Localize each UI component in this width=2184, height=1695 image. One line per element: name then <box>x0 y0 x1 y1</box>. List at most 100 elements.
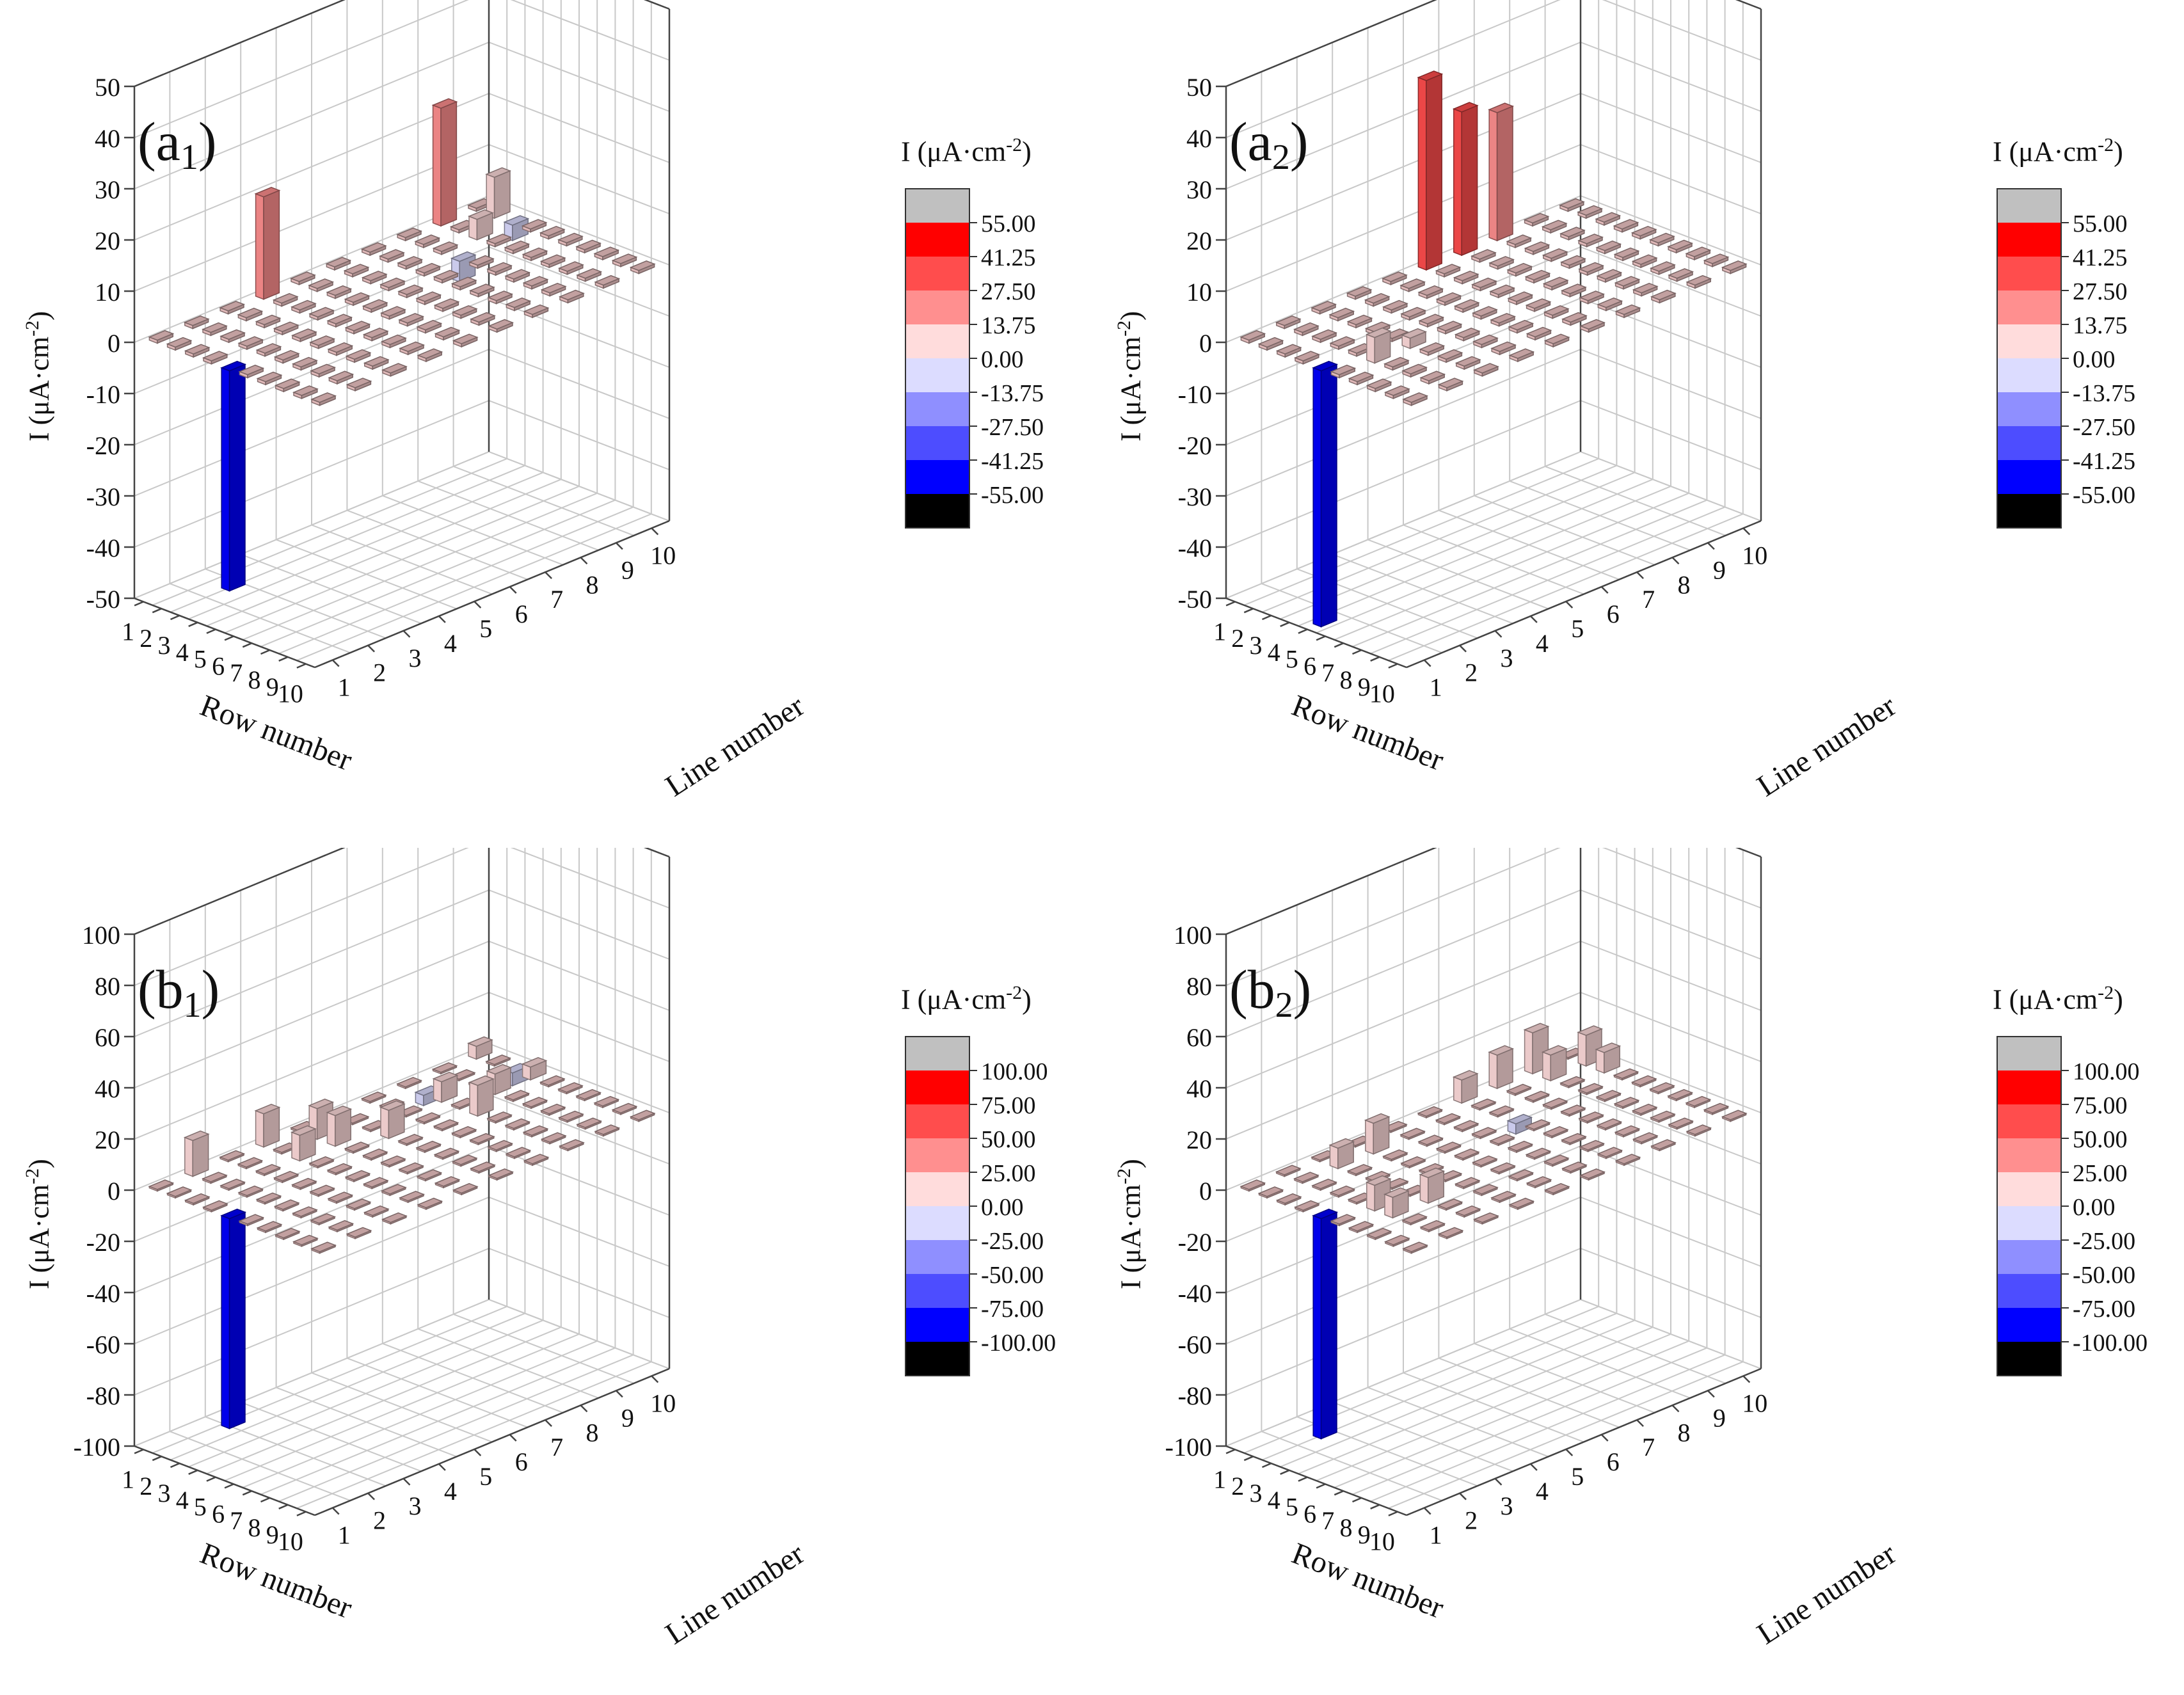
bar-r4-l4 <box>308 1156 335 1169</box>
bar-face <box>1597 297 1623 308</box>
bar-face <box>192 1133 209 1177</box>
bar-r7-l6 <box>433 298 460 312</box>
bar-r2-l4 <box>1364 292 1391 307</box>
bar-r5-l8 <box>468 1075 495 1117</box>
line-tick <box>403 1477 411 1486</box>
bar-face <box>1471 277 1497 289</box>
bar-face <box>1417 77 1427 271</box>
row-tick-label: 2 <box>1231 624 1244 653</box>
bar-face <box>611 253 638 264</box>
bar-face <box>1488 102 1515 113</box>
bar-r6-l1 <box>238 1214 265 1227</box>
bar-face <box>381 363 408 374</box>
bar-face <box>1382 299 1408 311</box>
bar-face <box>1293 1200 1320 1211</box>
bar-r1-l2 <box>183 1130 210 1177</box>
bar-r10-l1 <box>310 392 337 406</box>
bar-r4-l7 <box>415 262 442 277</box>
bar-face <box>1558 198 1585 209</box>
row-tick <box>1352 649 1362 655</box>
bar-face <box>273 1170 299 1182</box>
axis-line <box>134 0 346 88</box>
line-tick-label: 8 <box>1678 1418 1691 1447</box>
bar-face <box>452 333 479 345</box>
bar-r5-l5 <box>362 1148 388 1161</box>
bar-face <box>504 1090 530 1101</box>
grid-line <box>1580 1299 1762 1369</box>
colorbar-tick-label: 50.00 <box>981 1126 1036 1153</box>
bar-face <box>309 335 336 346</box>
bar-face <box>1685 246 1712 257</box>
bar-r7-l3 <box>327 342 354 356</box>
z-tick-label: 20 <box>1186 1126 1212 1154</box>
line-tick-label: 9 <box>621 555 634 584</box>
z-tick-label: 100 <box>82 921 120 950</box>
bar-face <box>629 1110 656 1120</box>
row-tick-label: 7 <box>1321 658 1334 687</box>
bar-r8-l4 <box>380 334 407 349</box>
bar-r3-l4 <box>1382 299 1408 314</box>
bar-face <box>485 1054 512 1065</box>
bar-face <box>1239 330 1266 341</box>
bar-face <box>1507 1140 1534 1152</box>
colorbar-swatch <box>1997 1274 2061 1308</box>
z-tick-label: 0 <box>1199 1177 1212 1206</box>
bar-face <box>504 269 531 280</box>
colorbar-tick-label: -50.00 <box>2073 1262 2135 1289</box>
bar-face <box>1577 1031 1587 1067</box>
z-title-text: I (μA·cm <box>1115 336 1147 442</box>
bar-r8-l5 <box>1508 319 1534 334</box>
bar-face <box>1631 254 1658 266</box>
bar-face <box>1419 1167 1446 1179</box>
bar-face <box>362 1148 388 1159</box>
panel-subscript: 1 <box>180 138 198 177</box>
row-tick-label: 8 <box>1340 665 1353 694</box>
bar-face <box>255 1164 282 1175</box>
bar-r4-l7 <box>415 1112 442 1125</box>
bar-face <box>523 1154 550 1165</box>
bar-face <box>273 1199 300 1210</box>
colorbar-tick-label: 25.00 <box>2073 1160 2128 1187</box>
bar-r4-l5 <box>1435 1142 1462 1154</box>
colorbar: 55.00 41.25 27.50 13.75 0.00 -13.75 -27.50 -41.… <box>1997 188 2135 529</box>
row-tick <box>260 1497 270 1503</box>
bar-r3-l1 <box>1275 344 1302 358</box>
bar-face <box>1417 1134 1444 1145</box>
line-tick <box>651 527 659 536</box>
line-tick <box>580 1405 588 1413</box>
bar-face <box>1275 315 1302 326</box>
bar-face <box>310 1241 337 1253</box>
colorbar-tick-label: -25.00 <box>981 1228 1044 1255</box>
bar-r10-l4 <box>1508 1197 1535 1211</box>
grid-line <box>1388 1361 1744 1509</box>
z-tick-label: 10 <box>95 278 120 306</box>
z-tick-label: -80 <box>86 1381 120 1410</box>
bar-r2-l1 <box>166 1186 193 1199</box>
row-tick-label: 3 <box>1250 1479 1263 1508</box>
bar-face <box>1525 298 1552 309</box>
bar-r10-l2 <box>1437 1227 1464 1239</box>
bar-face <box>432 1071 459 1083</box>
bar-r4-l4 <box>308 306 335 321</box>
bar-r6-l10 <box>1648 232 1675 247</box>
colorbar-tick-label: -75.00 <box>2073 1296 2135 1323</box>
bar-face <box>440 100 458 227</box>
chart-panel-a1: 50 40 30 20 10 0 -10 -20 -30 -40 -50 1 2 3 4 5 6 7 8 9 10 1 2 3… <box>0 0 1092 847</box>
bar-r10-l6 <box>488 1168 514 1181</box>
bar-r10-l7 <box>523 1154 550 1166</box>
z-tick-label: 100 <box>1174 921 1212 950</box>
line-tick <box>1459 1492 1467 1500</box>
bar-r5-l9 <box>1595 1090 1622 1102</box>
bar-r8-l8 <box>522 276 549 290</box>
bar-face <box>1453 270 1479 282</box>
z-tick-label: -20 <box>1178 431 1212 460</box>
colorbar-swatch <box>905 1070 969 1104</box>
row-tick-label: 10 <box>278 680 303 708</box>
row-tick-label: 2 <box>139 1472 152 1500</box>
row-axis: 1 2 3 4 5 6 7 8 910 <box>1213 1449 1398 1556</box>
bar-face <box>1311 1178 1338 1190</box>
bar-face <box>1257 337 1284 348</box>
bar-r4-l2 <box>1329 1185 1356 1198</box>
row-tick-label: 2 <box>1231 1472 1244 1500</box>
